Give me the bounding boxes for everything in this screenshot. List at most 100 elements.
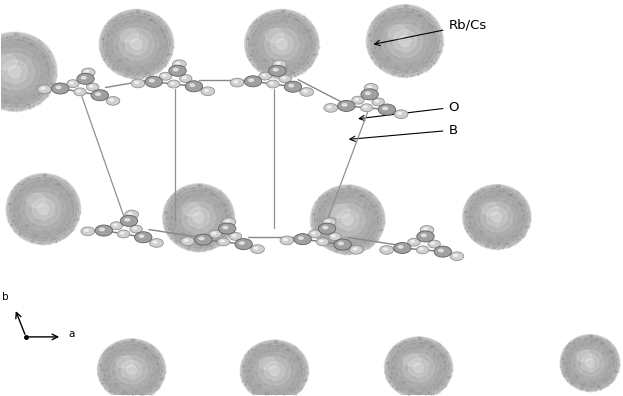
Ellipse shape [0,54,17,70]
Ellipse shape [439,249,444,252]
Ellipse shape [159,72,172,80]
Ellipse shape [273,60,287,69]
Ellipse shape [259,357,290,385]
Ellipse shape [74,88,86,96]
Ellipse shape [70,82,74,84]
Ellipse shape [481,202,513,232]
Ellipse shape [56,86,61,89]
Ellipse shape [312,187,384,253]
Ellipse shape [294,234,312,245]
Ellipse shape [244,76,262,87]
Ellipse shape [419,248,423,250]
Ellipse shape [283,238,287,240]
Ellipse shape [323,226,328,229]
Ellipse shape [364,106,367,108]
Ellipse shape [113,224,117,226]
Ellipse shape [566,340,614,386]
Ellipse shape [204,89,208,91]
Ellipse shape [403,354,434,382]
Ellipse shape [277,63,280,65]
Text: O: O [359,101,459,121]
Ellipse shape [37,85,51,93]
Ellipse shape [352,96,364,104]
Ellipse shape [250,349,299,393]
Ellipse shape [321,195,374,245]
Ellipse shape [26,193,60,225]
Ellipse shape [21,188,65,230]
Ellipse shape [300,88,313,96]
Ellipse shape [394,242,411,253]
Ellipse shape [163,184,235,252]
Ellipse shape [131,39,142,50]
Ellipse shape [226,220,229,222]
Ellipse shape [166,187,231,248]
Ellipse shape [260,23,304,65]
Ellipse shape [209,230,222,238]
Ellipse shape [103,13,170,75]
Ellipse shape [150,239,163,247]
Ellipse shape [388,340,449,395]
Ellipse shape [380,246,394,254]
Ellipse shape [6,173,80,245]
Ellipse shape [177,197,221,238]
Ellipse shape [434,246,452,257]
Ellipse shape [219,223,236,234]
Ellipse shape [0,34,55,110]
Ellipse shape [424,228,427,230]
Ellipse shape [317,191,378,248]
Ellipse shape [273,69,278,71]
Ellipse shape [398,246,403,248]
Ellipse shape [114,23,159,65]
Ellipse shape [120,28,154,60]
Ellipse shape [308,230,321,238]
Ellipse shape [38,204,49,214]
Ellipse shape [370,8,440,74]
Ellipse shape [0,43,45,100]
Ellipse shape [581,354,599,371]
Ellipse shape [27,193,45,207]
Ellipse shape [183,202,201,216]
Ellipse shape [125,210,138,219]
Ellipse shape [368,86,371,88]
Ellipse shape [303,90,307,92]
Ellipse shape [90,86,93,87]
Ellipse shape [312,232,315,234]
Ellipse shape [271,34,293,55]
Ellipse shape [463,185,531,249]
Ellipse shape [454,254,457,256]
Ellipse shape [176,63,180,64]
Ellipse shape [0,32,57,111]
Ellipse shape [99,10,174,79]
Ellipse shape [125,34,148,55]
Ellipse shape [320,240,323,242]
Ellipse shape [314,188,381,251]
Ellipse shape [276,39,287,50]
Ellipse shape [361,89,378,100]
Ellipse shape [223,226,228,229]
Text: B: B [350,124,457,141]
Ellipse shape [280,236,293,245]
Ellipse shape [325,199,370,240]
Ellipse shape [106,15,167,72]
Ellipse shape [111,351,152,388]
Ellipse shape [101,11,173,78]
Ellipse shape [270,82,273,84]
Ellipse shape [239,242,244,244]
Ellipse shape [255,19,309,69]
Ellipse shape [383,107,388,110]
Ellipse shape [384,337,453,396]
Ellipse shape [569,343,611,383]
Ellipse shape [265,28,299,60]
Ellipse shape [289,84,293,87]
Ellipse shape [212,232,216,234]
Ellipse shape [464,186,530,248]
Ellipse shape [182,202,215,233]
Ellipse shape [125,219,130,221]
Ellipse shape [52,83,69,94]
Ellipse shape [100,228,105,231]
Ellipse shape [10,177,77,241]
Ellipse shape [328,106,331,108]
Ellipse shape [179,74,192,82]
Ellipse shape [135,232,152,243]
Ellipse shape [394,110,408,118]
